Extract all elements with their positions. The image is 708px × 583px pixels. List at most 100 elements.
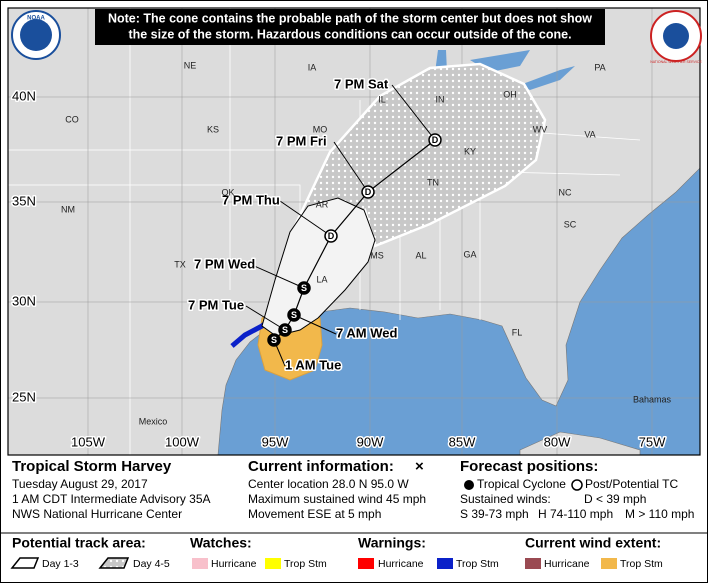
icon-tropical: [464, 480, 474, 490]
longitude-label: 95W: [262, 434, 289, 449]
wind-m: M > 110 mph: [625, 507, 694, 521]
storm-name: Tropical Storm Harvey: [12, 458, 172, 475]
logo-text: NATIONAL WEATHER SERVICE: [650, 60, 702, 64]
region-label: GA: [463, 249, 476, 259]
wind-item: Hurricane: [544, 558, 590, 570]
latitude-label: 40N: [12, 88, 36, 103]
noaa-logo: NOAA: [11, 10, 61, 60]
region-label: TX: [174, 259, 186, 269]
map-frame: [7, 7, 701, 456]
forecast-point: [297, 281, 311, 295]
region-label: FL: [512, 327, 523, 337]
forecast-symbol: S: [282, 325, 288, 335]
forecast-label: 7 PM Thu: [222, 192, 280, 207]
longitude-label: 90W: [357, 434, 384, 449]
forecast-label: 7 PM Tue: [188, 297, 244, 312]
region-label: IN: [436, 94, 445, 104]
region-label: AL: [415, 250, 426, 260]
wind-h: H 74-110 mph: [538, 507, 613, 521]
wind-item: Trop Stm: [620, 558, 663, 570]
leader-line: [391, 84, 436, 141]
region-label: Mexico: [139, 416, 168, 426]
region-label: IA: [308, 62, 317, 72]
warnings-title: Warnings:: [358, 535, 426, 551]
region-label: LA: [316, 274, 327, 284]
warning-item: Trop Stm: [456, 558, 499, 570]
icon-day45: [98, 557, 130, 569]
wind-s: S 39-73 mph: [460, 507, 529, 521]
forecast-point: [428, 133, 442, 147]
region-label: MS: [370, 250, 384, 260]
leader-line: [333, 141, 369, 193]
forecast-symbol: S: [301, 283, 307, 293]
leader-line: [293, 314, 337, 335]
region-label: Bahamas: [633, 394, 672, 404]
forecast-label: 1 AM Tue: [285, 357, 341, 372]
map: S 1 AM Tue S 7 PM Tue S 7 AM Wed S 7 PM Wed D 7 P…: [8, 8, 700, 455]
latitude-label: 35N: [12, 193, 36, 208]
region-label: PA: [594, 62, 605, 72]
latitude-label: 25N: [12, 389, 36, 404]
forecast-item: Tropical Cyclone: [477, 477, 566, 491]
cuba: [519, 431, 641, 455]
region-label: TN: [427, 177, 439, 187]
legend: Tropical Storm Harvey Tuesday August 29,…: [10, 458, 694, 570]
swatch: [192, 558, 208, 569]
region-label: MO: [313, 124, 328, 134]
center: NWS National Hurricane Center: [12, 507, 182, 521]
track-title: Potential track area:: [12, 535, 146, 551]
day45: Day 4-5: [133, 558, 170, 570]
nws-logo: NATIONAL WEATHER SERVICE: [650, 10, 702, 64]
latitude-label: 30N: [12, 293, 36, 308]
logo-text: NOAA: [27, 16, 45, 22]
forecast-point: [361, 185, 375, 199]
longitude-label: 85W: [449, 434, 476, 449]
region-label: OK: [221, 187, 234, 197]
current-line: Movement ESE at 5 mph: [248, 507, 381, 521]
wind-d: D < 39 mph: [584, 492, 646, 506]
region-label: CO: [65, 114, 79, 124]
swatch: [358, 558, 374, 569]
forecast-symbol: D: [328, 231, 335, 241]
leader-line: [251, 264, 305, 289]
forecast-label: 7 PM Sat: [334, 76, 389, 91]
watch-item: Trop Stm: [284, 558, 327, 570]
forecast-title: Forecast positions:: [460, 458, 598, 475]
current-line: Center location 28.0 N 95.0 W: [248, 477, 409, 491]
forecast-symbol: D: [432, 135, 439, 145]
forecast-item: Post/Potential TC: [585, 477, 678, 491]
date: Tuesday August 29, 2017: [12, 477, 148, 491]
longitude-label: 100W: [165, 434, 200, 449]
icon-post: [571, 479, 583, 491]
longitude-label: 75W: [639, 434, 666, 449]
current-symbol: ×: [415, 458, 424, 475]
note-box: [95, 9, 605, 45]
region-label: NC: [559, 187, 572, 197]
day13: Day 1-3: [42, 558, 79, 570]
region-label: NE: [184, 60, 197, 70]
region-label: SC: [564, 219, 577, 229]
region-label: AR: [316, 199, 329, 209]
lake: [520, 66, 575, 90]
icon-day13: [10, 557, 40, 569]
cone-day-1-3: [261, 197, 376, 337]
forecast-symbol: S: [291, 310, 297, 320]
leader-line: [245, 305, 286, 331]
leader-line: [279, 200, 332, 237]
forecast-symbol: D: [365, 187, 372, 197]
region-label: OH: [503, 89, 517, 99]
wind-title: Current wind extent:: [525, 535, 661, 551]
current-line: Maximum sustained wind 45 mph: [248, 492, 426, 506]
swatch: [525, 558, 541, 569]
forecast-label: 7 PM Wed: [194, 256, 255, 271]
swatch: [265, 558, 281, 569]
advisory: 1 AM CDT Intermediate Advisory 35A: [12, 492, 211, 506]
watch-item: Hurricane: [211, 558, 257, 570]
region-label: NM: [61, 204, 75, 214]
longitude-label: 105W: [71, 434, 106, 449]
longitude-label: 80W: [544, 434, 571, 449]
sustained: Sustained winds:: [460, 492, 551, 506]
watches-title: Watches:: [190, 535, 252, 551]
forecast-label: 7 AM Wed: [336, 325, 397, 340]
swatch: [437, 558, 453, 569]
